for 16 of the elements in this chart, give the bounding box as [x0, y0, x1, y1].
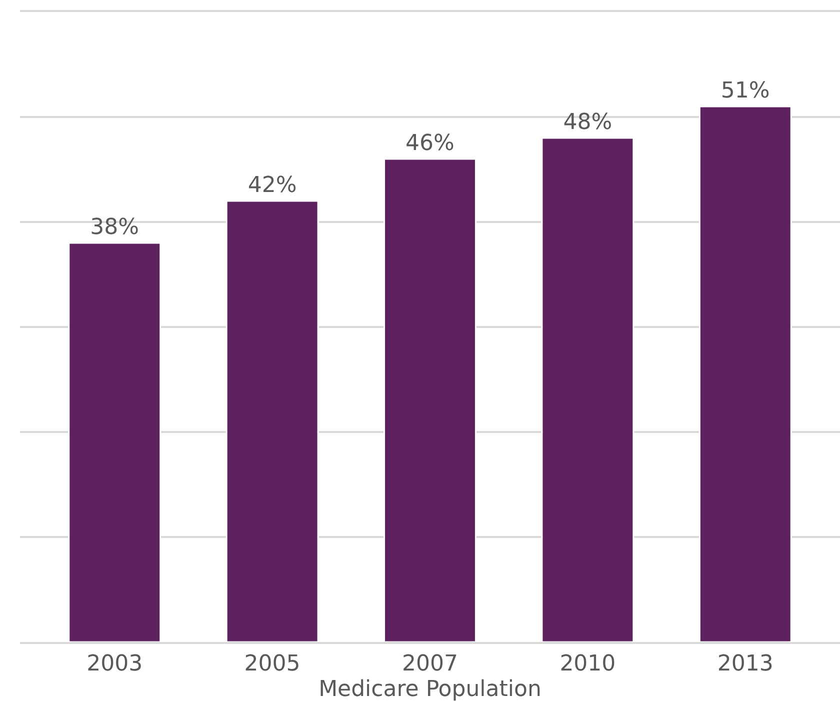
bar: [384, 158, 476, 642]
x-tick-label: 2005: [244, 651, 300, 676]
data-label: 48%: [563, 110, 612, 135]
bar: [698, 106, 792, 642]
data-label: 42%: [248, 173, 297, 198]
x-tick-label: 2013: [717, 651, 774, 676]
bar: [226, 200, 319, 642]
x-tick-label: 2003: [86, 651, 143, 676]
x-axis-title: Medicare Population: [318, 677, 542, 702]
x-tick-label: 2010: [560, 651, 616, 676]
data-label: 51%: [720, 78, 770, 104]
data-label: 46%: [406, 131, 454, 156]
x-tick-label: 2007: [402, 651, 458, 676]
bar: [68, 242, 162, 642]
data-label: 38%: [90, 215, 140, 240]
bar: [541, 137, 634, 642]
